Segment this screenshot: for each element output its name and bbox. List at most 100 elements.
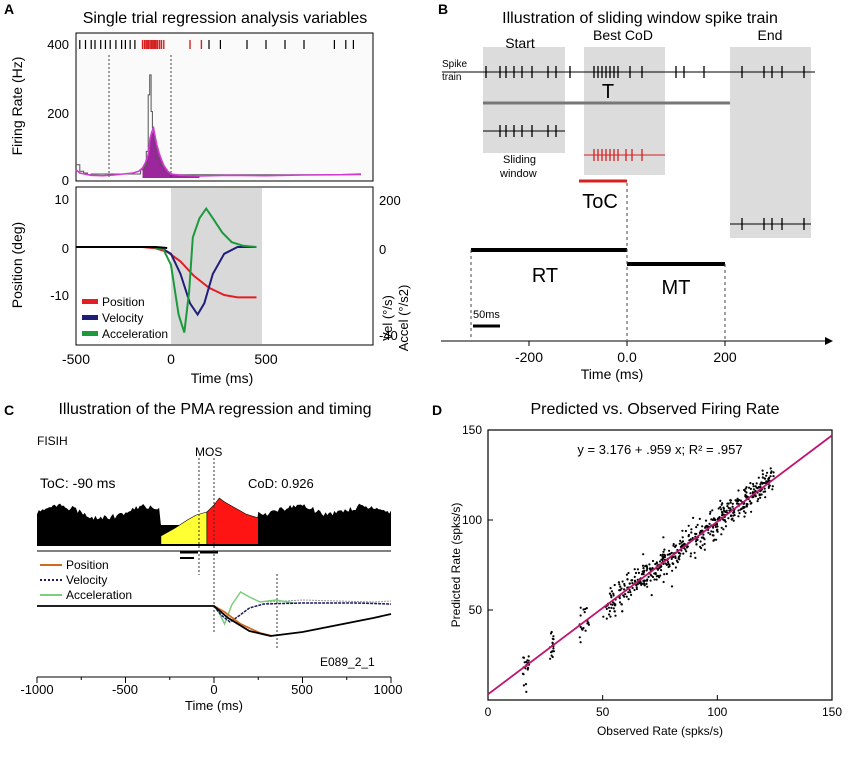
scatter-point: [749, 487, 753, 490]
right-ytick-neg40: -40: [379, 328, 398, 343]
acceleration-trace: [151, 206, 257, 333]
scatter-point: [670, 557, 673, 561]
scatter-point: [701, 544, 704, 547]
scatter-point: [671, 569, 674, 572]
scatter-point: [772, 475, 775, 478]
scatter-point: [759, 496, 762, 499]
scatter-point: [680, 544, 684, 547]
scatter-point: [740, 507, 743, 510]
right-ytick-0: 0: [379, 242, 386, 257]
scatter-point: [672, 555, 675, 559]
scatter-point: [723, 519, 726, 522]
scatter-point: [712, 530, 715, 533]
scatter-point: [628, 589, 631, 592]
scatter-point: [550, 654, 553, 657]
scatter-point: [749, 492, 752, 495]
scatter-point: [552, 647, 555, 650]
scatter-point: [617, 581, 621, 584]
scatter-ticks: 0 50 100 150 50 100 150: [462, 423, 842, 719]
scatter-point: [637, 571, 641, 575]
scatter-point: [655, 578, 658, 581]
scatter-point: [668, 563, 671, 566]
panel-a-title: Single trial regression analysis variabl…: [83, 10, 368, 27]
scatter-point: [693, 551, 696, 554]
raster-spikes: [79, 40, 354, 49]
panel-c: C Illustration of the PMA regression and…: [4, 401, 402, 713]
scatter-point: [619, 585, 622, 588]
scatter-point: [587, 623, 591, 626]
scatter-point: [772, 471, 775, 474]
scatter-point: [660, 569, 663, 572]
scatter-point: [609, 615, 612, 618]
scatter-point: [696, 523, 699, 527]
scatter-point: [738, 499, 741, 502]
scatter-point: [695, 526, 698, 529]
c-xtick-0: 0: [210, 682, 217, 697]
cell-id: FISIH: [37, 434, 68, 448]
scatter-point: [719, 499, 722, 502]
scatter-point: [748, 500, 752, 503]
scatter-point: [680, 541, 683, 544]
scatter-point: [755, 482, 758, 485]
bottom-ytick-neg10: -10: [50, 288, 69, 303]
scatter-point: [743, 515, 746, 518]
firing-rate-axes: [75, 32, 374, 182]
scatter-point: [656, 568, 660, 571]
scatter-point: [692, 516, 695, 520]
scatter-point: [738, 511, 741, 515]
rt-label: RT: [532, 265, 558, 287]
panel-d-letter: D: [432, 402, 442, 418]
scatter-point: [623, 584, 626, 587]
scatter-point: [733, 514, 736, 517]
top-ytick-400: 400: [47, 37, 69, 52]
scatter-point: [635, 587, 639, 591]
scatter-point: [701, 525, 704, 528]
scatter-point: [736, 497, 739, 500]
scatter-point: [731, 505, 734, 508]
scatter-point: [579, 625, 582, 629]
scatter-point: [633, 580, 637, 583]
toc-label: ToC: [582, 191, 618, 213]
scatter-point: [760, 481, 763, 484]
a-xtick-neg500: -500: [62, 351, 90, 367]
scatter-point: [729, 501, 732, 504]
scatter-point: [607, 606, 611, 609]
scatter-point: [631, 586, 634, 590]
scatter-point: [655, 561, 658, 564]
scatter-point: [605, 607, 608, 611]
scatter-point: [713, 517, 716, 520]
top-ytick-0: 0: [62, 173, 69, 188]
scatter-point: [737, 489, 740, 492]
start-window-box: [483, 47, 565, 153]
scatter-point: [662, 536, 665, 539]
d-xlabel: Observed Rate (spks/s): [597, 724, 723, 738]
panel-d: D Predicted vs. Observed Firing Rate y =…: [432, 401, 842, 738]
scatter-point: [585, 607, 588, 610]
end-label: End: [758, 27, 783, 43]
scale-label: 50ms: [473, 309, 500, 321]
scatter-point: [658, 560, 662, 563]
scatter-point: [674, 545, 677, 549]
scatter-point: [689, 552, 693, 555]
scatter-point: [552, 638, 555, 641]
scatter-point: [722, 528, 725, 531]
panel-a-letter: A: [4, 1, 14, 17]
scatter-point: [649, 579, 652, 582]
right-ytick-200: 200: [379, 193, 401, 208]
scatter-point: [522, 656, 526, 659]
scatter-point: [744, 511, 747, 514]
scatter-point: [602, 615, 605, 618]
scatter-point: [746, 503, 749, 506]
scatter-point: [752, 482, 755, 486]
scatter-point: [732, 519, 735, 522]
scatter-point: [634, 571, 638, 575]
scatter-point: [684, 548, 687, 551]
scatter-point: [614, 614, 617, 617]
scatter-point: [653, 578, 656, 581]
b-xtick-0: 0.0: [617, 349, 637, 365]
scatter-point: [582, 608, 585, 611]
scatter-point: [716, 525, 719, 528]
legend-c-acceleration: Acceleration: [66, 588, 132, 602]
scatter-point: [618, 589, 621, 592]
